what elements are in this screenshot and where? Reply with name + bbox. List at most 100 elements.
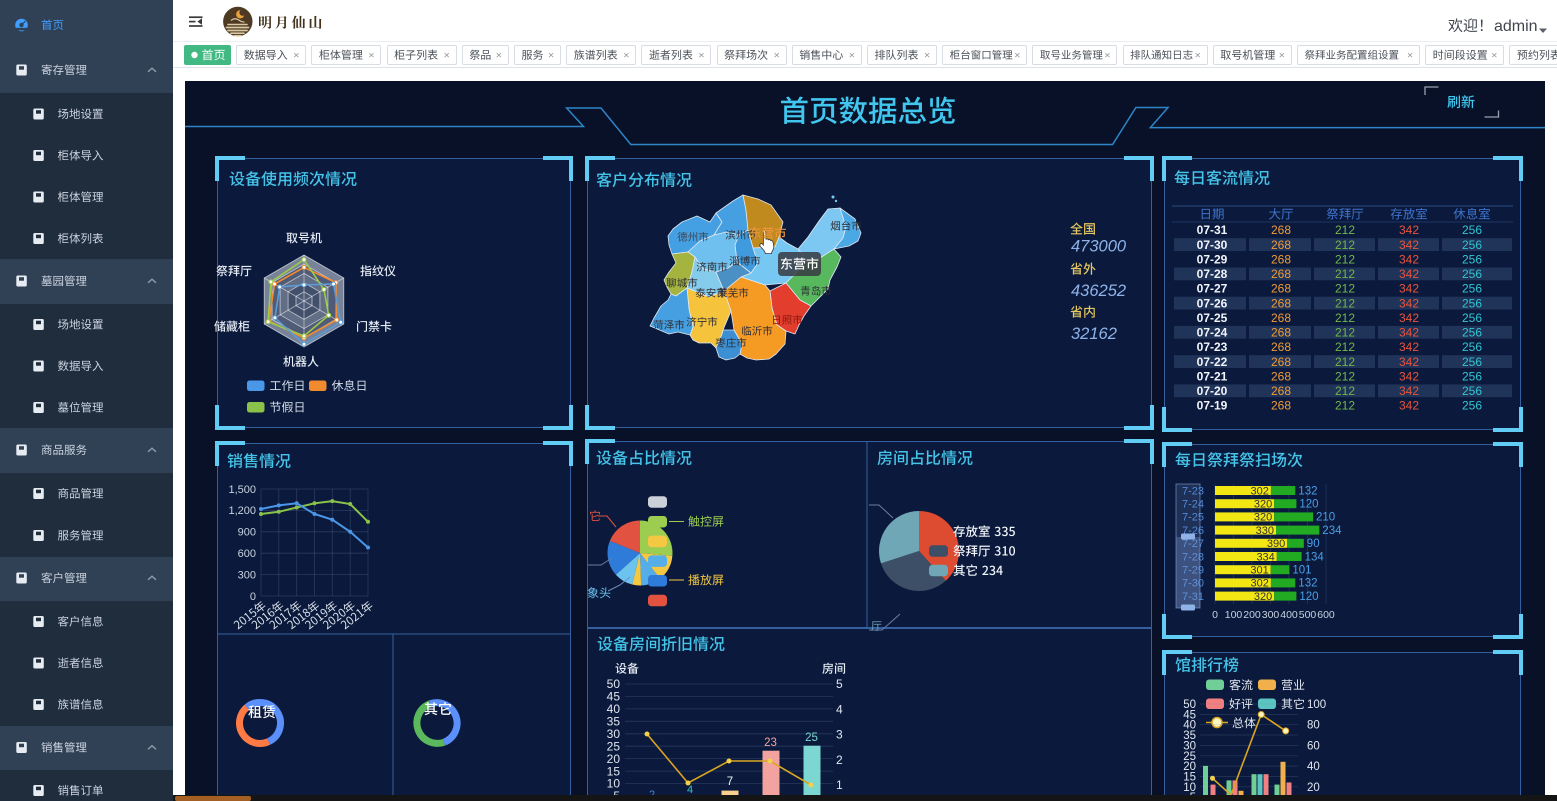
svg-text:212: 212 [1335, 399, 1355, 413]
svg-text:302: 302 [1251, 485, 1269, 497]
svg-text:256: 256 [1462, 282, 1482, 296]
svg-text:50: 50 [607, 677, 621, 691]
svg-text:25: 25 [805, 732, 818, 744]
svg-text:212: 212 [1335, 340, 1355, 354]
svg-text:35: 35 [607, 715, 621, 729]
svg-text:40: 40 [607, 702, 621, 716]
svg-text:268: 268 [1271, 238, 1291, 252]
svg-text:×: × [924, 50, 930, 62]
svg-text:120: 120 [1299, 499, 1318, 511]
svg-text:07-24: 07-24 [1197, 326, 1228, 340]
svg-text:20: 20 [1307, 782, 1320, 794]
svg-text:268: 268 [1271, 384, 1291, 398]
svg-text:256: 256 [1462, 238, 1482, 252]
svg-text:256: 256 [1462, 326, 1482, 340]
svg-text:15: 15 [1183, 772, 1196, 784]
svg-text:7-28: 7-28 [1182, 551, 1204, 563]
svg-text:3: 3 [836, 728, 843, 742]
svg-text:07-21: 07-21 [1197, 369, 1228, 383]
svg-text:0: 0 [250, 591, 256, 603]
svg-text:436252: 436252 [1071, 282, 1126, 300]
svg-text:300: 300 [238, 569, 256, 581]
svg-text:342: 342 [1399, 326, 1419, 340]
svg-text:256: 256 [1462, 384, 1482, 398]
svg-text:07-23: 07-23 [1197, 340, 1228, 354]
svg-text:301: 301 [1250, 565, 1268, 577]
svg-text:320: 320 [1254, 499, 1272, 511]
svg-text:256: 256 [1462, 267, 1482, 281]
svg-text:×: × [1195, 50, 1201, 62]
svg-text:342: 342 [1399, 384, 1419, 398]
svg-text:342: 342 [1399, 311, 1419, 325]
svg-text:268: 268 [1271, 311, 1291, 325]
svg-text:100: 100 [1307, 699, 1326, 711]
svg-text:7-29: 7-29 [1182, 565, 1204, 577]
svg-text:268: 268 [1271, 282, 1291, 296]
svg-text:4: 4 [687, 784, 693, 796]
svg-text:212: 212 [1335, 267, 1355, 281]
svg-text:10: 10 [1183, 782, 1196, 794]
svg-text:07-26: 07-26 [1197, 296, 1228, 310]
svg-text:212: 212 [1335, 252, 1355, 266]
svg-text:342: 342 [1399, 355, 1419, 369]
svg-text:7-31: 7-31 [1182, 591, 1204, 603]
svg-text:900: 900 [238, 527, 256, 539]
svg-text:×: × [623, 50, 629, 62]
svg-text:7-23: 7-23 [1182, 485, 1204, 497]
svg-text:320: 320 [1254, 512, 1272, 524]
svg-text:×: × [698, 50, 704, 62]
svg-text:07-27: 07-27 [1197, 282, 1228, 296]
svg-text:256: 256 [1462, 355, 1482, 369]
svg-text:268: 268 [1271, 223, 1291, 237]
svg-text:342: 342 [1399, 399, 1419, 413]
svg-text:10: 10 [607, 777, 621, 791]
svg-text:1,200: 1,200 [228, 505, 256, 517]
svg-text:300: 300 [1262, 609, 1280, 621]
svg-text:256: 256 [1462, 311, 1482, 325]
svg-text:7-27: 7-27 [1182, 538, 1204, 550]
svg-text:45: 45 [1183, 709, 1196, 721]
svg-text:120: 120 [1299, 591, 1318, 603]
svg-text:342: 342 [1399, 223, 1419, 237]
svg-text:268: 268 [1271, 369, 1291, 383]
svg-text:45: 45 [607, 690, 621, 704]
svg-text:×: × [496, 50, 502, 62]
svg-text:15: 15 [607, 764, 621, 778]
svg-text:101: 101 [1292, 565, 1311, 577]
svg-text:210: 210 [1316, 512, 1335, 524]
svg-text:20: 20 [607, 752, 621, 766]
svg-text:90: 90 [1307, 538, 1320, 550]
svg-text:132: 132 [1298, 578, 1317, 590]
svg-text:32162: 32162 [1071, 325, 1117, 343]
svg-text:07-30: 07-30 [1197, 238, 1228, 252]
svg-text:212: 212 [1335, 296, 1355, 310]
svg-text:212: 212 [1335, 223, 1355, 237]
svg-text:7-25: 7-25 [1182, 512, 1204, 524]
svg-text:212: 212 [1335, 369, 1355, 383]
svg-text:302: 302 [1251, 578, 1269, 590]
svg-text:500: 500 [1299, 609, 1317, 621]
svg-text:1: 1 [836, 778, 843, 792]
svg-text:admin: admin [1494, 18, 1538, 35]
svg-text:212: 212 [1335, 326, 1355, 340]
svg-text:212: 212 [1335, 355, 1355, 369]
svg-text:50: 50 [1183, 699, 1196, 711]
svg-text:132: 132 [1298, 485, 1317, 497]
svg-text:7-30: 7-30 [1182, 578, 1204, 590]
svg-text:334: 334 [1256, 551, 1274, 563]
svg-text:1,500: 1,500 [228, 484, 256, 496]
svg-text:×: × [1279, 50, 1285, 62]
svg-text:07-29: 07-29 [1197, 252, 1228, 266]
svg-text:20: 20 [1183, 761, 1196, 773]
svg-text:600: 600 [1317, 609, 1335, 621]
svg-text:×: × [368, 50, 374, 62]
svg-text:268: 268 [1271, 252, 1291, 266]
svg-text:25: 25 [1183, 751, 1196, 763]
svg-text:×: × [1491, 50, 1497, 62]
svg-text:30: 30 [1183, 740, 1196, 752]
svg-text:212: 212 [1335, 311, 1355, 325]
svg-text:100: 100 [1225, 609, 1243, 621]
svg-text:342: 342 [1399, 267, 1419, 281]
svg-text:07-28: 07-28 [1197, 267, 1228, 281]
svg-text:330: 330 [1256, 525, 1274, 537]
